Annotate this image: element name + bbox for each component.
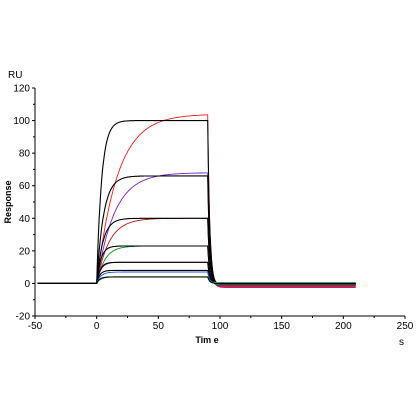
measured-curve-2 xyxy=(37,172,356,288)
measured-curve-11 xyxy=(37,271,356,284)
measured-curve-8 xyxy=(37,261,356,285)
x-tick-label: 50 xyxy=(153,321,165,332)
x-tick-label: -50 xyxy=(28,321,43,332)
y-tick-label: -20 xyxy=(16,312,31,323)
tick-group: -20 0 20 40 60 80 100 120 -50 0 50 100 150 200 250 xyxy=(13,84,413,333)
x-tick-label: 100 xyxy=(212,321,229,332)
fit-curve-3 xyxy=(37,175,356,286)
fit-curve-7 xyxy=(37,245,356,285)
measured-curve-0 xyxy=(37,114,356,288)
curve-group xyxy=(37,114,356,288)
y-tick-label: 80 xyxy=(19,149,31,160)
x-unit-label: s xyxy=(399,337,404,348)
y-tick-label: 0 xyxy=(24,279,30,290)
x-axis-title: Tim e xyxy=(195,335,218,345)
x-tick-label: 250 xyxy=(397,321,414,332)
y-tick-label: 20 xyxy=(19,246,31,257)
y-axis-title: Response xyxy=(3,180,13,223)
fit-curve-1 xyxy=(37,120,356,286)
x-tick-label: 0 xyxy=(94,321,100,332)
fit-curve-9 xyxy=(37,261,356,284)
y-tick-label: 60 xyxy=(19,181,31,192)
y-tick-label: 40 xyxy=(19,214,31,225)
x-tick-label: 150 xyxy=(273,321,290,332)
y-tick-label: 100 xyxy=(13,116,30,127)
measured-curve-6 xyxy=(37,245,356,286)
fit-curve-5 xyxy=(37,217,356,285)
y-tick-label: 120 xyxy=(13,84,30,95)
measured-curve-12 xyxy=(37,276,356,284)
fit-curve-13 xyxy=(37,276,356,284)
x-tick-label: 200 xyxy=(335,321,352,332)
measured-curve-4 xyxy=(37,217,356,287)
y-unit-label: RU xyxy=(8,70,22,81)
